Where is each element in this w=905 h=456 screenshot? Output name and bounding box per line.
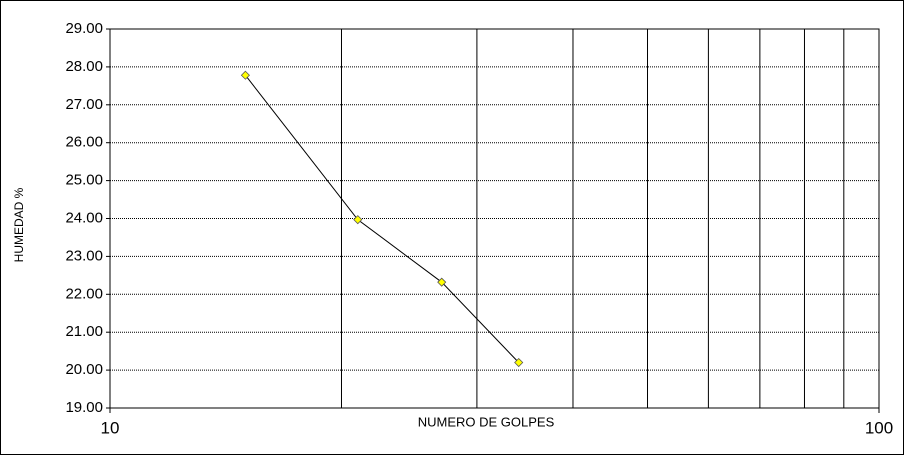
y-tick-label: 29.00 <box>65 20 103 37</box>
data-point <box>353 215 363 225</box>
y-tick-label: 23.00 <box>65 247 103 264</box>
y-tick-label: 21.00 <box>65 323 103 340</box>
y-axis-title: HUMEDAD % <box>12 187 26 262</box>
x-tick-label: 100 <box>865 418 893 437</box>
y-tick-label: 20.00 <box>65 361 103 378</box>
y-tick-label: 19.00 <box>65 399 103 416</box>
plot-border <box>109 28 880 409</box>
y-tick-label: 25.00 <box>65 172 103 189</box>
x-axis-title: NUMERO DE GOLPES <box>418 414 555 429</box>
y-tick-label: 28.00 <box>65 58 103 75</box>
y-tick-label: 26.00 <box>65 134 103 151</box>
data-point <box>514 357 524 368</box>
y-tick-label: 22.00 <box>65 285 103 302</box>
y-tick-label: 24.00 <box>65 209 103 226</box>
x-tick-label: 10 <box>101 418 120 437</box>
data-point <box>240 70 250 80</box>
data-point <box>437 277 447 287</box>
data-line <box>245 74 520 363</box>
y-tick-label: 27.00 <box>65 96 103 113</box>
